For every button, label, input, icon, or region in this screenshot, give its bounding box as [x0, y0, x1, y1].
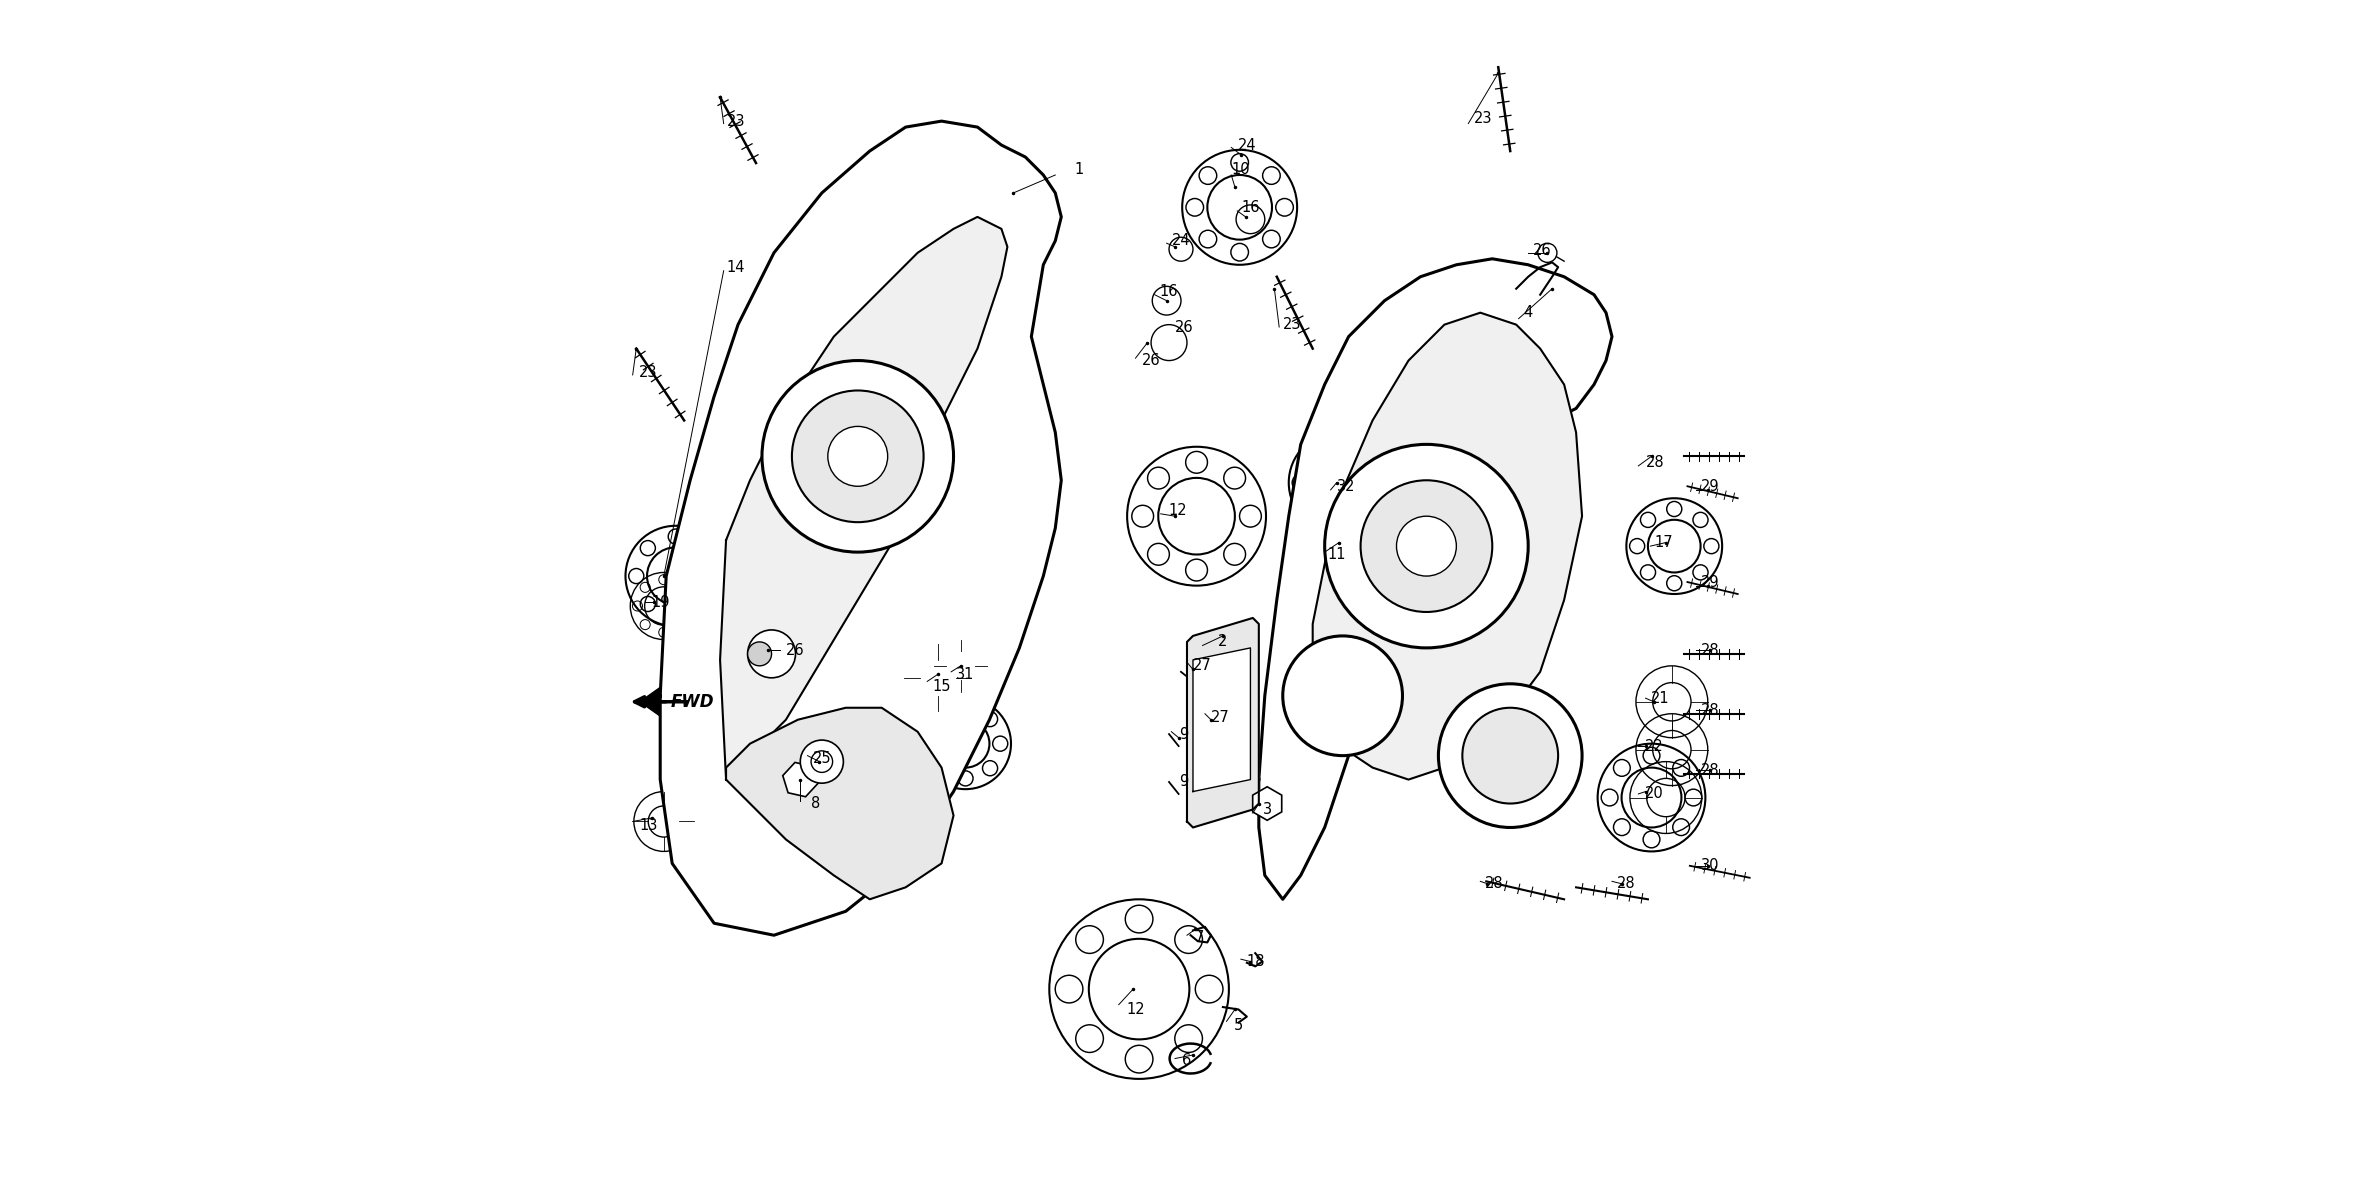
Text: 3: 3 — [1264, 802, 1271, 817]
Text: 4: 4 — [1523, 305, 1533, 320]
Text: 27: 27 — [1193, 659, 1212, 673]
Text: FWD: FWD — [671, 692, 713, 710]
Text: 28: 28 — [1701, 703, 1720, 718]
Circle shape — [1153, 287, 1181, 316]
Circle shape — [1235, 205, 1264, 234]
Circle shape — [801, 740, 843, 784]
Text: 8: 8 — [810, 796, 820, 811]
Text: 27: 27 — [1212, 710, 1231, 725]
Text: 28: 28 — [1701, 762, 1720, 778]
Text: 26: 26 — [1176, 319, 1193, 335]
Text: 13: 13 — [640, 817, 657, 833]
Circle shape — [749, 630, 796, 678]
Text: 28: 28 — [1701, 643, 1720, 658]
Text: 6: 6 — [1183, 1054, 1190, 1068]
Circle shape — [810, 751, 834, 773]
Text: 7: 7 — [1195, 930, 1205, 946]
Text: 28: 28 — [1646, 455, 1665, 470]
Circle shape — [749, 642, 772, 666]
Text: 9: 9 — [1179, 726, 1188, 742]
Circle shape — [1361, 480, 1493, 612]
Text: 26: 26 — [1533, 242, 1552, 258]
Text: 24: 24 — [1172, 233, 1190, 248]
Text: 12: 12 — [1127, 1002, 1146, 1016]
Polygon shape — [661, 121, 1061, 935]
Text: 29: 29 — [1701, 575, 1720, 589]
Text: 17: 17 — [1653, 535, 1672, 550]
Polygon shape — [1193, 648, 1249, 792]
Circle shape — [1438, 684, 1583, 828]
Text: 23: 23 — [1474, 112, 1493, 126]
Text: 28: 28 — [1486, 876, 1505, 892]
Text: 19: 19 — [652, 595, 668, 610]
Text: 29: 29 — [1701, 479, 1720, 493]
Text: 12: 12 — [1169, 503, 1186, 517]
Text: 15: 15 — [933, 679, 952, 694]
Text: 32: 32 — [1337, 479, 1356, 493]
Text: 21: 21 — [1651, 691, 1670, 706]
Polygon shape — [1313, 313, 1583, 780]
Polygon shape — [720, 217, 1009, 780]
Text: 30: 30 — [1701, 858, 1720, 874]
Text: 18: 18 — [1247, 954, 1264, 970]
Circle shape — [1169, 238, 1193, 262]
Text: 2: 2 — [1219, 635, 1228, 649]
Polygon shape — [1188, 618, 1259, 828]
Circle shape — [763, 360, 954, 552]
Polygon shape — [1259, 259, 1611, 899]
Text: 28: 28 — [1618, 876, 1635, 892]
Text: 24: 24 — [1238, 138, 1257, 152]
Text: 1: 1 — [1075, 162, 1084, 176]
Circle shape — [1283, 636, 1403, 756]
Circle shape — [1325, 444, 1528, 648]
Text: 11: 11 — [1327, 547, 1346, 562]
Text: 23: 23 — [640, 365, 657, 380]
Text: 16: 16 — [1160, 283, 1179, 299]
Circle shape — [1462, 708, 1559, 804]
Text: 20: 20 — [1644, 786, 1663, 802]
Circle shape — [827, 426, 888, 486]
Text: 23: 23 — [1283, 317, 1301, 332]
Circle shape — [791, 390, 924, 522]
Text: 22: 22 — [1644, 738, 1663, 754]
Circle shape — [1396, 516, 1457, 576]
Polygon shape — [640, 688, 661, 716]
Text: 9: 9 — [1179, 774, 1188, 790]
Text: 5: 5 — [1233, 1018, 1242, 1032]
Circle shape — [1150, 325, 1188, 360]
Text: 16: 16 — [1240, 200, 1259, 215]
Polygon shape — [725, 708, 954, 899]
Circle shape — [1538, 244, 1557, 263]
Text: 10: 10 — [1231, 162, 1249, 176]
Text: 14: 14 — [727, 259, 744, 275]
Text: 31: 31 — [957, 667, 976, 682]
Text: 26: 26 — [1141, 353, 1160, 368]
Text: 23: 23 — [727, 114, 744, 128]
Text: 26: 26 — [787, 643, 805, 658]
Text: 25: 25 — [813, 750, 831, 766]
